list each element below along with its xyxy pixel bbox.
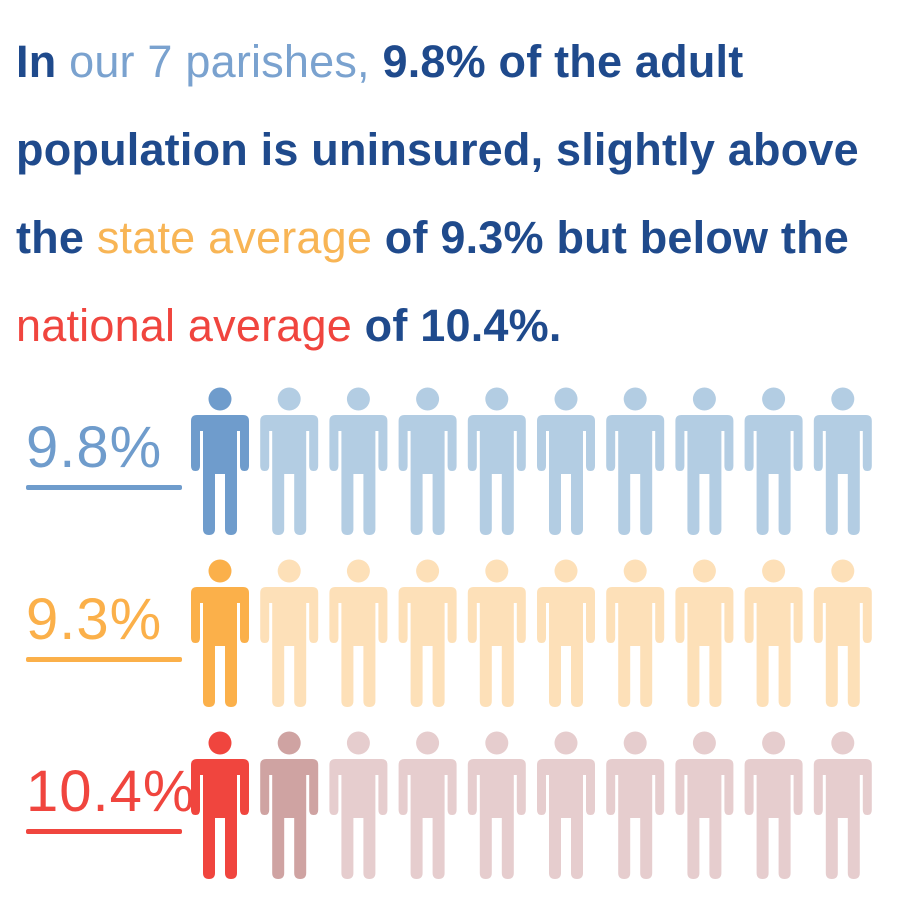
person-icon (260, 387, 319, 535)
headline: In our 7 parishes, 9.8% of the adult pop… (16, 18, 886, 370)
person-icon (260, 731, 319, 879)
person-icon (467, 731, 526, 879)
row-label-underline (26, 485, 182, 490)
person-icon (813, 559, 872, 707)
headline-segment: In (16, 36, 70, 87)
person-icon (329, 387, 388, 535)
person-icons (191, 559, 872, 707)
person-icon (813, 731, 872, 879)
person-icon (260, 559, 319, 707)
person-icon (606, 731, 665, 879)
headline-segment: 9.8% of the adult population is uninsure… (16, 36, 859, 263)
headline-segment: national average (16, 300, 352, 351)
person-icon (744, 731, 803, 879)
row-percent-label: 10.4% (26, 759, 196, 824)
row-label-underline (26, 829, 182, 834)
person-icons (191, 731, 872, 879)
person-icon (537, 559, 595, 707)
headline-segment: state average (96, 212, 373, 263)
headline-segment: of 9.3% but below the (372, 212, 850, 263)
person-icon (537, 731, 595, 879)
headline-segment: of 10.4%. (351, 300, 562, 351)
person-icon (675, 559, 734, 707)
person-icon (398, 387, 457, 535)
person-icon (675, 731, 734, 879)
person-icon (191, 387, 249, 535)
person-icon (606, 387, 665, 535)
pictograph-chart: 9.8% 9.3% 10.4% (0, 378, 900, 888)
person-icon (744, 387, 803, 535)
headline-segment: our 7 parishes, (69, 36, 370, 87)
row-percent-label: 9.3% (26, 587, 163, 652)
person-icon (606, 559, 665, 707)
person-icon (675, 387, 734, 535)
row-label-underline (26, 657, 182, 662)
pictograph-row: 9.8% (0, 378, 900, 535)
person-icon (467, 387, 526, 535)
row-percent-label: 9.8% (26, 415, 163, 480)
person-icon (744, 559, 803, 707)
person-icon (467, 559, 526, 707)
person-icon (329, 731, 388, 879)
person-icon (398, 559, 457, 707)
person-icon (191, 731, 249, 879)
pictograph-row: 10.4% (0, 722, 900, 879)
pictograph-row: 9.3% (0, 550, 900, 707)
person-icon (398, 731, 457, 879)
person-icon (813, 387, 872, 535)
person-icon (537, 387, 595, 535)
person-icons (191, 387, 872, 535)
person-icon (191, 559, 249, 707)
person-icon (329, 559, 388, 707)
